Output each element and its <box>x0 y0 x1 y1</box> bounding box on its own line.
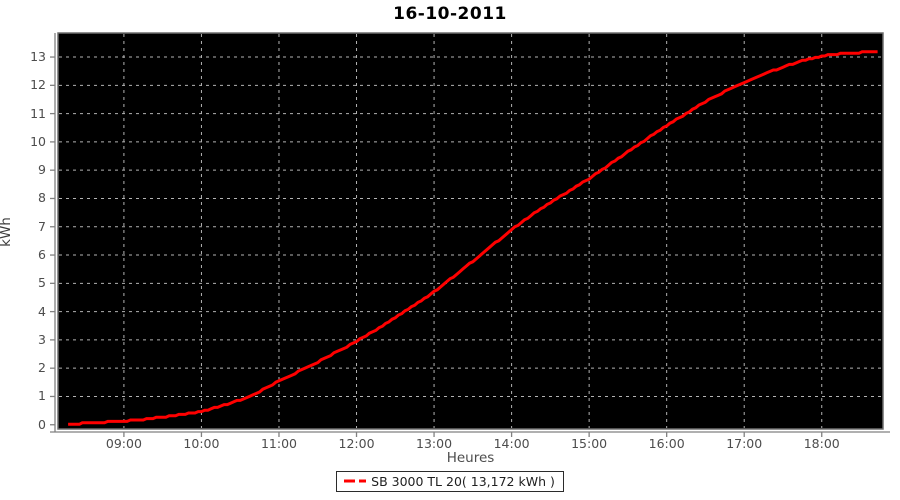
y-axis-title: kWh <box>0 217 14 247</box>
x-tick-label: 09:00 <box>105 436 142 451</box>
y-tick-label: 12 <box>30 77 46 93</box>
y-tick-label: 7 <box>38 218 46 234</box>
x-tick-label: 18:00 <box>803 436 840 451</box>
x-tick-label: 17:00 <box>726 436 763 451</box>
y-tick-label: 11 <box>30 105 46 121</box>
legend-box: SB 3000 TL 20( 13,172 kWh ) <box>336 471 564 492</box>
x-axis-title: Heures <box>446 450 495 466</box>
y-tick-label: 6 <box>38 247 46 263</box>
y-tick-label: 2 <box>38 360 46 376</box>
legend-line-marker <box>344 479 367 483</box>
x-tick-label: 14:00 <box>493 436 530 451</box>
chart-title: 16-10-2011 <box>393 4 507 24</box>
y-tick-label: 9 <box>38 162 46 178</box>
legend: SB 3000 TL 20( 13,172 kWh ) <box>0 471 900 492</box>
x-tick-label: 16:00 <box>648 436 685 451</box>
energy-curve <box>68 50 878 426</box>
plot-background <box>57 32 884 430</box>
y-tick-label: 0 <box>38 416 46 432</box>
legend-label: SB 3000 TL 20( 13,172 kWh ) <box>371 473 555 489</box>
x-tick-label: 10:00 <box>183 436 220 451</box>
y-tick-label: 10 <box>30 133 46 149</box>
x-tick-label: 15:00 <box>571 436 608 451</box>
y-tick-label: 4 <box>38 303 46 319</box>
y-tick-label: 3 <box>38 331 46 347</box>
y-tick-label: 5 <box>38 275 46 291</box>
x-tick-label: 12:00 <box>338 436 375 451</box>
x-tick-label: 13:00 <box>416 436 453 451</box>
y-tick-label: 8 <box>38 190 46 206</box>
y-tick-label: 1 <box>38 388 46 404</box>
x-tick-label: 11:00 <box>260 436 297 451</box>
y-tick-label: 13 <box>30 49 46 65</box>
